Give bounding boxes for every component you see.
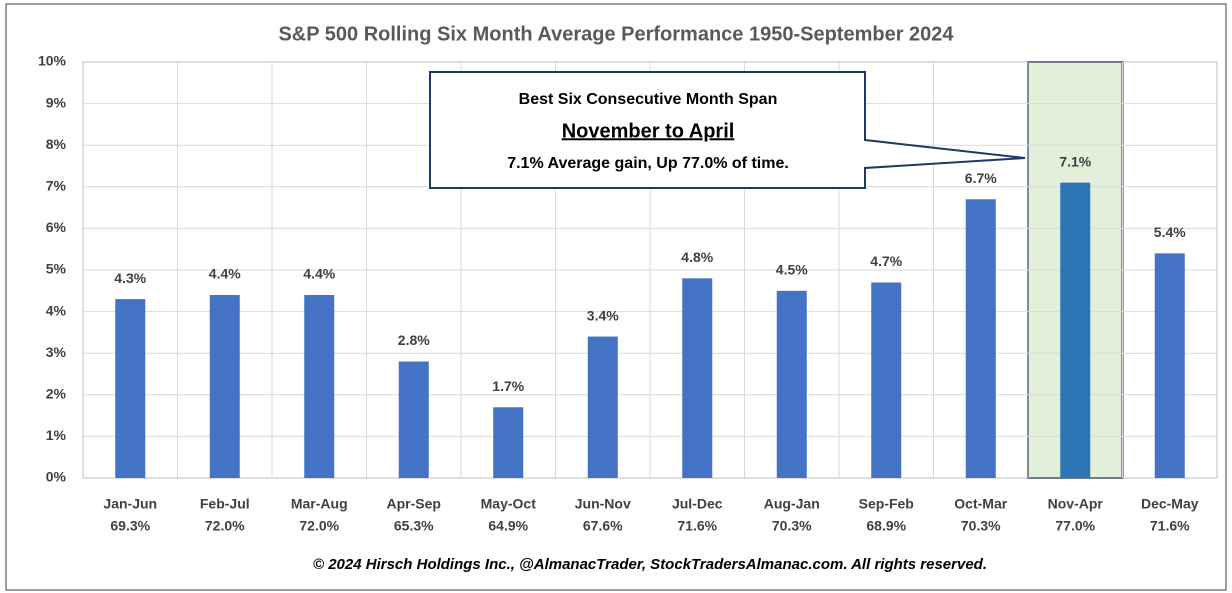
bar [776, 290, 807, 478]
data-label: 4.4% [209, 266, 241, 282]
y-tick-label: 0% [46, 469, 67, 485]
plot-area: 0% 1% 2% 3% 4% 5% 6% 7% 8% 9% 10% Jan-Jun 69.3% 4.3% F… [38, 53, 1218, 534]
annotation-line: Best Six Consecutive Month Span [519, 91, 778, 108]
percent-up-label: 72.0% [205, 518, 245, 534]
bar [1060, 182, 1091, 478]
y-tick-label: 6% [46, 219, 67, 235]
bar [398, 361, 429, 478]
data-label: 2.8% [398, 332, 430, 348]
x-tick-label: Jul-Dec [672, 496, 723, 512]
percent-up-label: 65.3% [394, 518, 434, 534]
y-tick-label: 2% [46, 386, 67, 402]
percent-up-label: 70.3% [961, 518, 1001, 534]
bar [871, 282, 902, 478]
percent-up-label: 71.6% [1150, 518, 1190, 534]
bar [493, 407, 524, 478]
y-tick-label: 8% [46, 136, 67, 152]
y-tick-label: 5% [46, 261, 67, 277]
plot-border [82, 61, 1218, 479]
bar [304, 294, 335, 478]
x-tick-label: Feb-Jul [200, 496, 250, 512]
x-tick-label: Jun-Nov [575, 496, 631, 512]
y-tick-label: 10% [38, 53, 67, 69]
percent-up-label: 71.6% [677, 518, 717, 534]
y-tick-label: 3% [46, 344, 67, 360]
data-label: 5.4% [1154, 224, 1186, 240]
y-tick-label: 7% [46, 178, 67, 194]
annotation-line: November to April [562, 120, 735, 142]
percent-up-label: 68.9% [866, 518, 906, 534]
data-label: 7.1% [1059, 153, 1091, 169]
percent-up-label: 64.9% [488, 518, 528, 534]
percent-up-label: 69.3% [110, 518, 150, 534]
x-tick-label: May-Oct [481, 496, 537, 512]
x-tick-label: Jan-Jun [103, 496, 157, 512]
footer: © 2024 Hirsch Holdings Inc., @AlmanacTra… [313, 556, 987, 573]
data-label: 4.5% [776, 262, 808, 278]
percent-up-label: 67.6% [583, 518, 623, 534]
data-label: 4.8% [681, 249, 713, 265]
data-label: 4.4% [303, 266, 335, 282]
y-tick-label: 9% [46, 94, 67, 110]
x-tick-label: Mar-Aug [291, 496, 348, 512]
bar [209, 294, 240, 478]
data-label: 4.7% [870, 253, 902, 269]
x-tick-label: Dec-May [1141, 496, 1199, 512]
x-tick-label: Apr-Sep [387, 496, 441, 512]
bar [682, 278, 713, 478]
annotation-callout [429, 71, 1026, 189]
percent-up-label: 70.3% [772, 518, 812, 534]
bar [1154, 253, 1185, 478]
chart-title: S&P 500 Rolling Six Month Average Perfor… [278, 23, 954, 45]
data-label: 6.7% [965, 170, 997, 186]
bar [587, 336, 618, 478]
bar [115, 299, 146, 478]
y-tick-label: 1% [46, 427, 67, 443]
x-tick-label: Oct-Mar [954, 496, 1007, 512]
data-label: 3.4% [587, 307, 619, 323]
x-tick-label: Aug-Jan [764, 496, 820, 512]
annotation-line: 7.1% Average gain, Up 77.0% of time. [507, 155, 789, 172]
data-label: 1.7% [492, 378, 524, 394]
bar [965, 199, 996, 478]
data-label: 4.3% [114, 270, 146, 286]
y-tick-label: 4% [46, 302, 67, 318]
x-tick-label: Nov-Apr [1048, 496, 1104, 512]
x-tick-label: Sep-Feb [859, 496, 914, 512]
percent-up-label: 72.0% [299, 518, 339, 534]
percent-up-label: 77.0% [1055, 518, 1095, 534]
